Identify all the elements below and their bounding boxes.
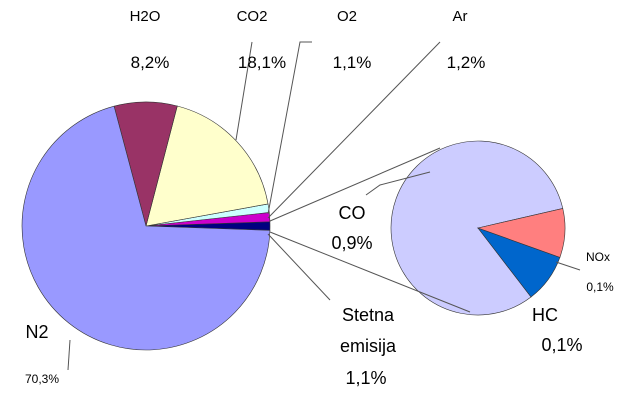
- category-label: HC: [532, 305, 558, 325]
- pie-slice: [21, 105, 271, 351]
- pie-slice: [476, 208, 566, 258]
- pie-slice: [145, 105, 269, 227]
- value-label: 1,2%: [446, 53, 486, 72]
- value-label: 70,3%: [24, 372, 60, 386]
- category-label: H2O: [129, 8, 161, 25]
- category-label: N2: [25, 322, 49, 342]
- pie-slice: [390, 140, 564, 316]
- leader-lines: [67, 41, 581, 371]
- leader-line: [365, 171, 431, 196]
- value-label: 1,1%: [332, 53, 372, 72]
- value-label: 1,1%: [345, 368, 387, 388]
- value-label: 8,2%: [130, 53, 170, 72]
- category-label: CO2: [236, 8, 268, 25]
- category-label: Stetna emisija: [339, 305, 396, 356]
- value-label: 0,9%: [331, 233, 373, 253]
- leader-line: [267, 233, 331, 301]
- leader-line: [267, 41, 441, 219]
- connector-line: [269, 147, 441, 222]
- value-label: 0,1%: [586, 280, 614, 294]
- value-label: 0,1%: [541, 335, 583, 355]
- leader-line: [67, 339, 71, 371]
- leader-line: [267, 41, 312, 215]
- leader-line: [555, 261, 581, 271]
- category-label: CO: [338, 203, 366, 223]
- category-label: NOx: [586, 250, 610, 264]
- value-label: 18,1%: [237, 53, 287, 72]
- leader-line: [235, 41, 253, 141]
- connector-line: [269, 231, 471, 313]
- category-label: Ar: [452, 8, 468, 25]
- category-label: O2: [336, 8, 358, 25]
